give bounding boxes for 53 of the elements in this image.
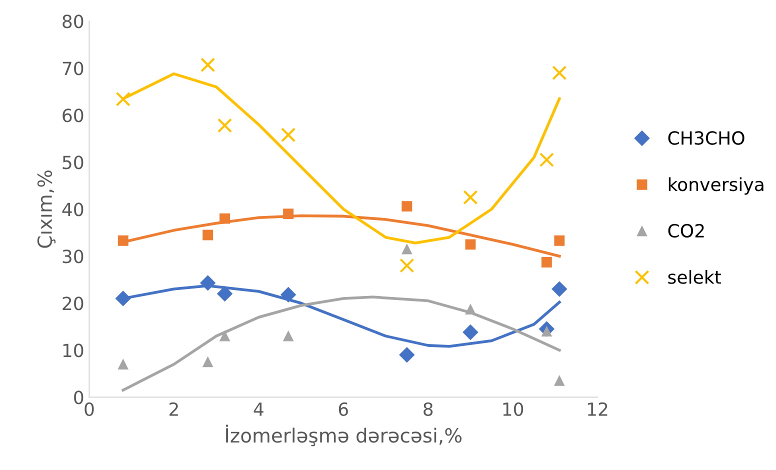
x-tick-label: 12 (588, 402, 608, 416)
y-tick-label: 60 (62, 108, 84, 122)
point (281, 128, 296, 142)
point (463, 190, 478, 205)
point (554, 375, 565, 386)
legend-label: selekt (668, 270, 722, 284)
point (202, 230, 214, 240)
y-tick-label: 50 (62, 156, 84, 170)
point (217, 286, 232, 302)
x-tick-label: 10 (503, 402, 524, 416)
point (539, 152, 554, 168)
x-axis-title: İzomerləşmə dərəcəsi,% (226, 424, 462, 446)
point (541, 257, 552, 268)
y-axis-title: Çıxım,% (37, 170, 56, 248)
point (220, 330, 230, 342)
point (554, 235, 565, 246)
point (118, 235, 128, 246)
point (283, 330, 294, 342)
y-tick-label: 30 (62, 250, 84, 264)
x-tick-label: 0 (84, 402, 94, 416)
point (200, 275, 216, 291)
point (280, 286, 296, 302)
point (402, 201, 412, 212)
point (202, 356, 214, 368)
y-tick-label: 80 (62, 14, 84, 28)
y-tick-label: 70 (62, 62, 84, 76)
point (402, 244, 412, 254)
point (217, 118, 232, 133)
x-tick-label: 8 (424, 402, 433, 416)
point (399, 347, 415, 363)
point (283, 208, 294, 220)
legend-label: konversiya (668, 177, 764, 195)
point (462, 324, 478, 340)
line-series (122, 296, 561, 392)
y-tick-label: 20 (62, 296, 84, 310)
point (400, 258, 414, 273)
point (115, 290, 131, 306)
point (118, 359, 128, 370)
point (116, 92, 130, 106)
point (552, 66, 567, 80)
x-tick-label: 2 (170, 402, 178, 416)
legend-label: CO2 (668, 224, 704, 238)
x-tick-label: 4 (254, 402, 264, 416)
point (465, 239, 476, 250)
y-tick-label: 40 (62, 202, 84, 216)
legend-label: CH3CHO (668, 131, 744, 145)
y-tick-label: 0 (74, 390, 84, 404)
y-tick-label: 10 (63, 344, 84, 358)
point (552, 281, 568, 297)
x-tick-label: 6 (338, 402, 348, 416)
point (465, 304, 476, 314)
point (220, 213, 230, 224)
point (200, 58, 216, 72)
